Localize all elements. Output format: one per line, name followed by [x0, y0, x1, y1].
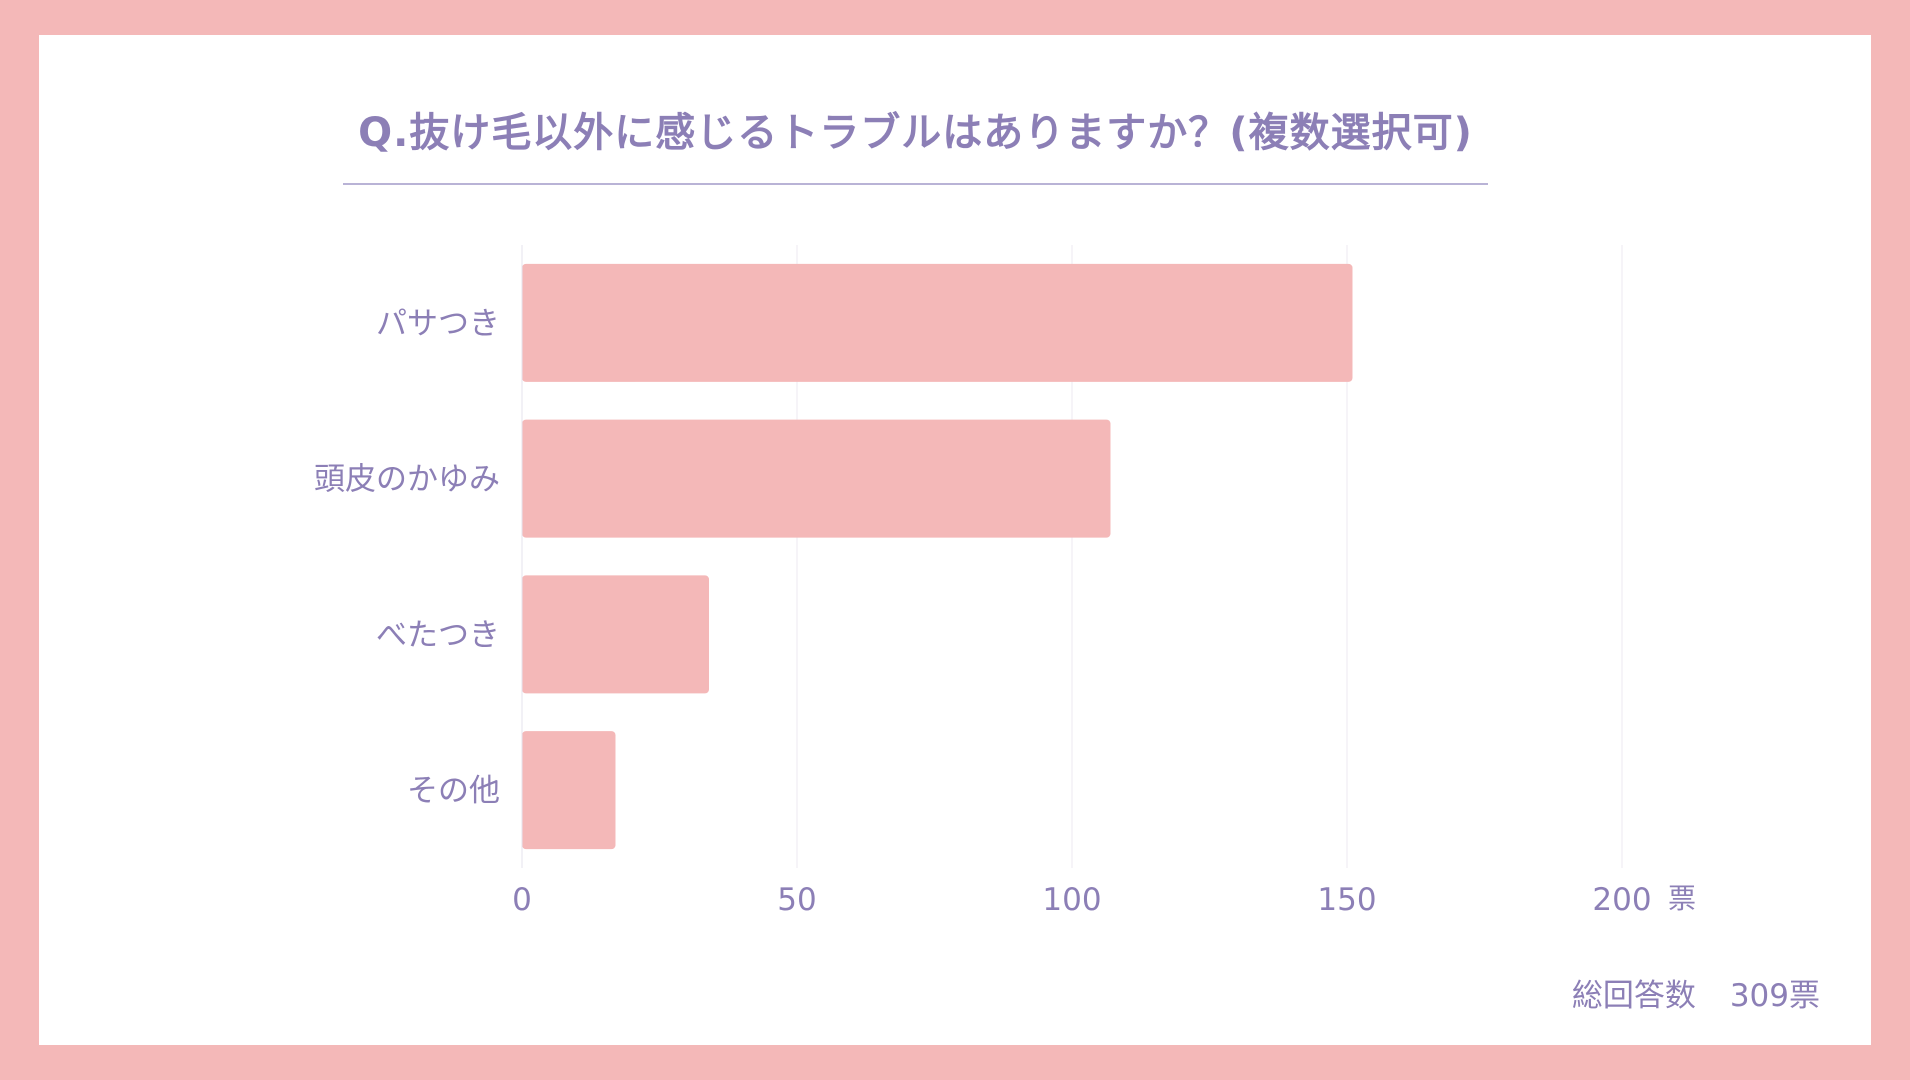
total-label: 総回答数: [1571, 978, 1696, 1014]
x-tick-label: 150: [1317, 882, 1376, 918]
total-responses: 総回答数 309票: [1480, 970, 1820, 1015]
bar: [522, 419, 1111, 538]
category-label: 頭皮のかゆみ: [314, 462, 500, 498]
total-value: 309票: [1729, 978, 1820, 1014]
bar: [522, 731, 616, 850]
bar: [522, 263, 1353, 382]
x-tick-label: 0: [512, 882, 532, 918]
x-axis-unit: 票: [1668, 882, 1696, 915]
x-tick-label: 50: [777, 882, 816, 918]
chart-card: [39, 35, 1871, 1045]
x-tick-label: 200: [1592, 882, 1651, 918]
category-label: べたつき: [376, 617, 500, 653]
category-label: その他: [407, 773, 500, 809]
title-underline: [343, 183, 1488, 185]
chart-title: Q.抜け毛以外に感じるトラブルはありますか？(複数選択可): [358, 110, 1473, 156]
category-label: パサつき: [376, 306, 500, 342]
x-tick-label: 100: [1042, 882, 1101, 918]
bar: [522, 575, 709, 694]
